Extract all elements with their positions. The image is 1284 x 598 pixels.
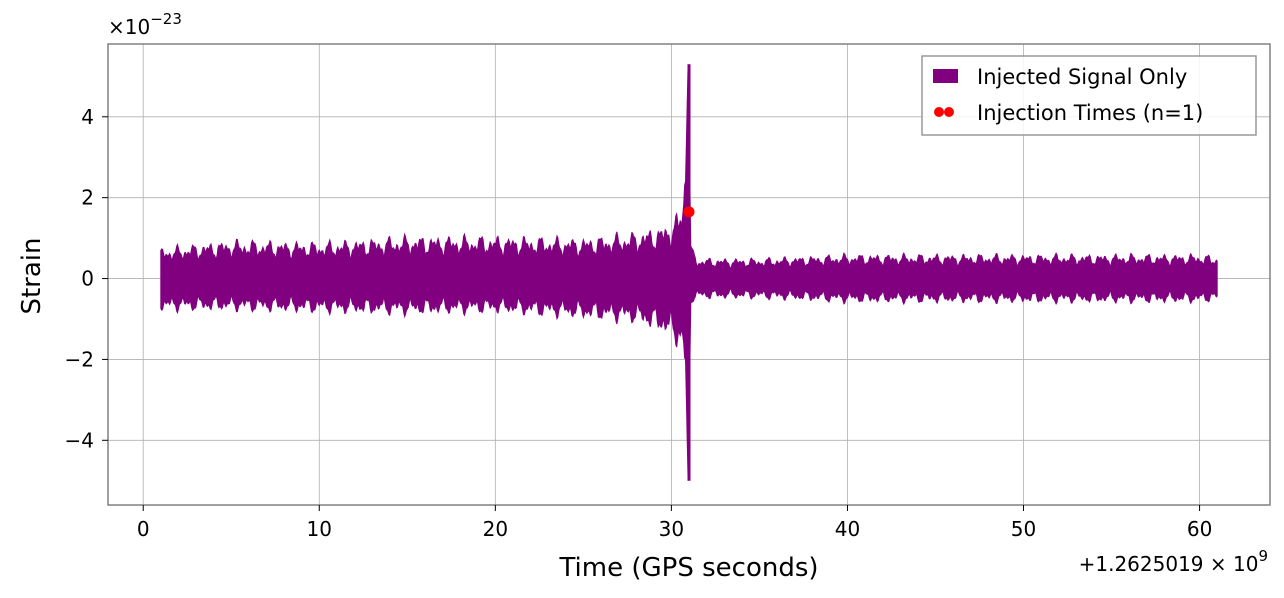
x-axis-offset-exponent: 9 — [1258, 547, 1268, 565]
y-tick-label: −2 — [65, 347, 94, 371]
plot-area — [160, 64, 1218, 481]
x-tick-label: 40 — [835, 517, 860, 541]
x-tick-label: 10 — [307, 517, 332, 541]
x-axis-offset-label: +1.2625019 × 109 — [1079, 547, 1268, 576]
x-tick-label: 20 — [483, 517, 508, 541]
x-tick-label: 0 — [137, 517, 150, 541]
axes-frame — [107, 43, 1271, 506]
legend-swatch-injected-signal — [933, 69, 958, 83]
x-axis-ticks: 0 10 20 30 40 50 60 — [137, 505, 1212, 541]
y-axis-ticks: −4 −2 0 2 4 — [65, 105, 108, 452]
x-axis-title: Time (GPS seconds) — [558, 553, 818, 583]
y-axis-scale-label: ×10−23 — [108, 10, 182, 39]
legend-box — [921, 55, 1257, 136]
x-tick-label: 30 — [659, 517, 684, 541]
y-tick-label: −4 — [65, 428, 94, 452]
y-tick-label: 4 — [81, 105, 94, 129]
y-axis-scale-exponent: −23 — [150, 10, 182, 28]
legend: Injected Signal Only Injection Times (n=… — [921, 55, 1257, 136]
legend-label-injected-signal: Injected Signal Only — [977, 65, 1187, 89]
legend-label-injection-times: Injection Times (n=1) — [977, 101, 1203, 125]
x-tick-label: 60 — [1187, 517, 1212, 541]
y-tick-label: 2 — [81, 186, 94, 210]
legend-marker-injection-time-b — [944, 107, 954, 117]
injection-time-point — [683, 206, 695, 218]
legend-marker-injection-time-a — [934, 107, 944, 117]
x-tick-label: 50 — [1011, 517, 1036, 541]
y-axis-title: Strain — [17, 237, 47, 314]
y-tick-label: 0 — [81, 267, 94, 291]
